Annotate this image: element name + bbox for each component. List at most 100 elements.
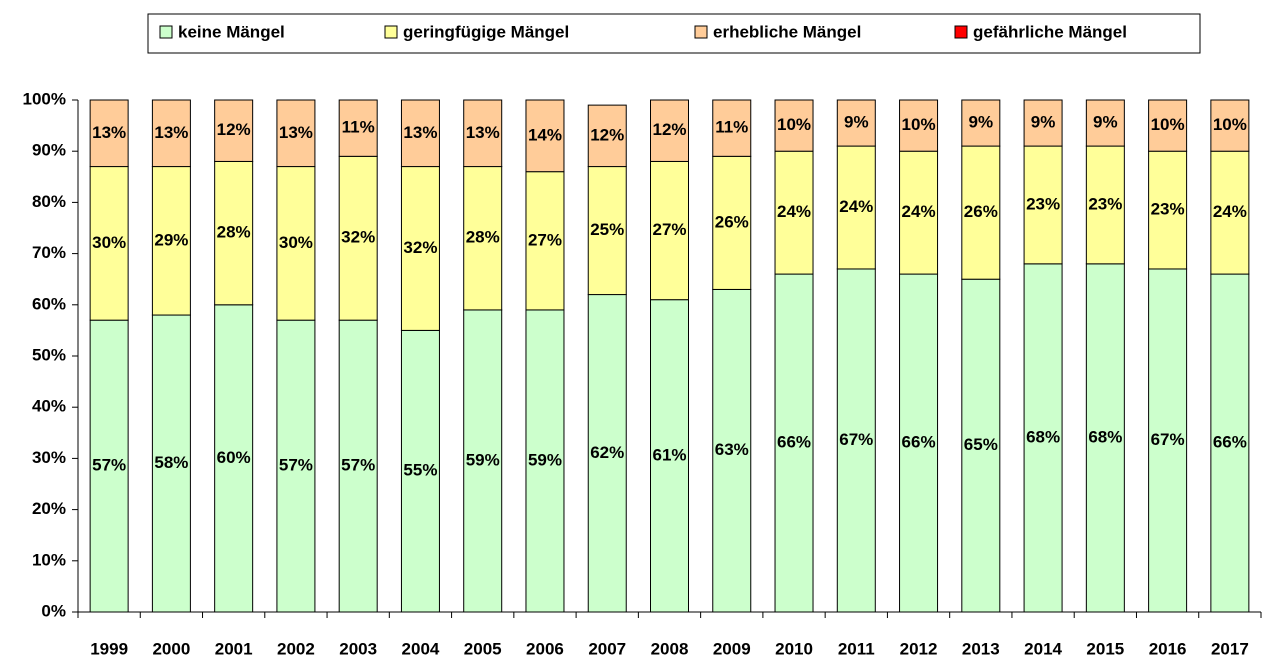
y-tick-label: 60%	[32, 294, 66, 313]
bar-segment	[463, 99, 503, 168]
x-tick-label: 2012	[900, 639, 938, 658]
data-label: 59%	[528, 450, 562, 469]
bar-segment	[151, 99, 191, 168]
y-tick-label: 100%	[23, 89, 66, 108]
y-tick-label: 30%	[32, 448, 66, 467]
data-label: 24%	[839, 197, 873, 216]
bar-segment	[836, 145, 876, 270]
bar-segment	[587, 294, 627, 613]
bar-segment	[400, 166, 440, 331]
bar-segment	[774, 99, 814, 152]
data-label: 12%	[217, 120, 251, 139]
bar-segment	[89, 166, 129, 321]
bar-segment	[1148, 268, 1188, 613]
x-tick-label: 2008	[651, 639, 689, 658]
data-label: 10%	[1151, 115, 1185, 134]
y-tick-label: 40%	[32, 397, 66, 416]
data-label: 10%	[1213, 115, 1247, 134]
data-label: 57%	[341, 456, 375, 475]
bar-segment	[525, 309, 565, 613]
data-label: 55%	[403, 461, 437, 480]
bar-segment	[1148, 99, 1188, 152]
data-label: 28%	[466, 228, 500, 247]
data-label: 32%	[341, 228, 375, 247]
data-label: 61%	[652, 445, 686, 464]
bar-segment	[899, 150, 939, 275]
bar-segment	[899, 99, 939, 152]
bar-segment	[1023, 145, 1063, 265]
bar-segment	[338, 99, 378, 157]
data-label: 23%	[1026, 194, 1060, 213]
data-label: 14%	[528, 125, 562, 144]
bar-segment	[712, 288, 752, 613]
bar-segment	[1023, 263, 1063, 613]
data-label: 13%	[154, 123, 188, 142]
data-label: 23%	[1088, 194, 1122, 213]
bar-segment	[525, 171, 565, 311]
data-label: 27%	[652, 220, 686, 239]
data-label: 63%	[715, 440, 749, 459]
bar-segment	[650, 160, 689, 301]
x-tick-label: 2001	[215, 639, 253, 658]
legend-swatch	[694, 25, 708, 39]
bar-segment	[214, 99, 254, 162]
x-tick-label: 2014	[1024, 639, 1062, 658]
bar-segment	[1210, 99, 1250, 152]
data-label: 30%	[92, 233, 126, 252]
bar-segment	[525, 99, 565, 173]
bar-segment	[712, 155, 752, 290]
legend-label: geringfügige Mängel	[403, 22, 569, 41]
x-tick-label: 2011	[838, 639, 875, 658]
legend-swatch	[384, 25, 398, 39]
data-label: 13%	[92, 123, 126, 142]
y-tick-label: 70%	[32, 243, 66, 262]
bar-segment	[1023, 99, 1063, 147]
data-label: 9%	[1093, 113, 1118, 132]
data-label: 66%	[777, 433, 811, 452]
data-label: 10%	[777, 115, 811, 134]
bar-segment	[338, 155, 378, 321]
data-label: 32%	[403, 238, 437, 257]
x-tick-label: 2009	[713, 639, 751, 658]
x-tick-label: 1999	[90, 639, 128, 658]
bar-segment	[1210, 150, 1250, 275]
bar-segment	[961, 145, 1001, 280]
x-tick-label: 2006	[526, 639, 564, 658]
x-tick-label: 2002	[277, 639, 315, 658]
bar-segment	[151, 314, 191, 613]
data-label: 27%	[528, 230, 562, 249]
bar-segment	[214, 304, 254, 613]
bar-segment	[463, 166, 503, 311]
legend-label: keine Mängel	[178, 22, 285, 41]
x-tick-label: 2007	[588, 639, 626, 658]
data-label: 12%	[590, 125, 624, 144]
legend-swatch	[159, 25, 173, 39]
bar-segment	[400, 329, 440, 613]
bar-segment	[650, 299, 689, 613]
bar-segment	[400, 99, 440, 168]
data-label: 59%	[466, 450, 500, 469]
data-label: 11%	[715, 118, 748, 137]
x-tick-label: 2017	[1211, 639, 1249, 658]
data-label: 26%	[964, 202, 998, 221]
bar-segment	[276, 99, 316, 168]
y-tick-label: 0%	[41, 601, 66, 620]
y-tick-label: 10%	[32, 550, 66, 569]
bar-segment	[338, 319, 378, 613]
x-tick-label: 2000	[152, 639, 190, 658]
data-label: 13%	[466, 123, 500, 142]
y-tick-label: 20%	[32, 499, 66, 518]
data-label: 25%	[590, 220, 624, 239]
data-label: 26%	[715, 212, 749, 231]
x-tick-label: 2003	[339, 639, 377, 658]
data-label: 67%	[839, 430, 873, 449]
bar-segment	[463, 309, 503, 613]
bar-segment	[1210, 273, 1250, 613]
x-tick-label: 2015	[1086, 639, 1124, 658]
data-label: 11%	[342, 118, 375, 137]
bar-segment	[650, 99, 689, 162]
x-tick-label: 2013	[962, 639, 1000, 658]
bar-segment	[836, 268, 876, 613]
legend-box	[147, 13, 1201, 54]
